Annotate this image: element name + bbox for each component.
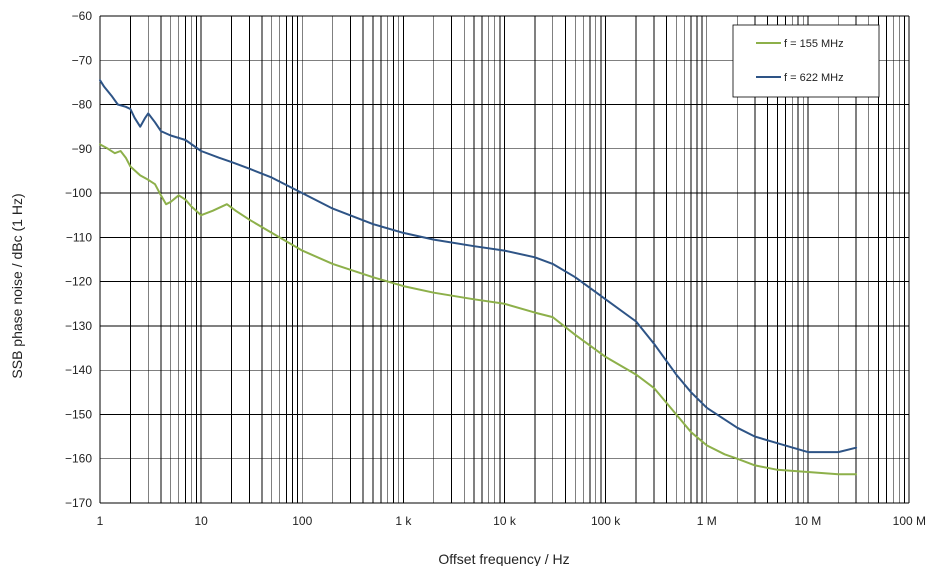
grid — [99, 15, 910, 504]
series-line-1 — [99, 79, 858, 454]
legend-label-155mhz: f = 155 MHz — [784, 38, 844, 50]
x-tick-label: 1 M — [697, 514, 717, 528]
series-line-0 — [99, 143, 858, 476]
x-axis-label: Offset frequency / Hz — [438, 551, 569, 566]
x-tick-label: 10 — [194, 514, 208, 528]
y-tick-label: −70 — [72, 53, 93, 67]
x-tick-label: 10 k — [493, 514, 517, 528]
x-tick-labels: 1 10 100 1 k 10 k 100 k 1 M 10 M 100 M — [97, 514, 926, 528]
x-tick-label: 1 k — [395, 514, 412, 528]
x-tick-label: 100 — [292, 514, 312, 528]
y-tick-label: −130 — [65, 319, 92, 333]
y-tick-label: −80 — [72, 98, 93, 112]
y-tick-labels: −60 −70 −80 −90 −100 −110 −120 −130 −140 −150 −160… — [65, 9, 92, 510]
y-tick-label: −120 — [65, 275, 92, 289]
legend-box — [732, 24, 880, 98]
y-tick-label: −100 — [65, 186, 92, 200]
y-axis-label: SSB phase noise / dBc (1 Hz) — [9, 193, 25, 378]
x-tick-label: 100 k — [591, 514, 621, 528]
x-tick-label: 100 M — [893, 514, 926, 528]
y-tick-label: −140 — [65, 363, 92, 377]
y-tick-label: −160 — [65, 452, 92, 466]
series-group — [99, 79, 858, 476]
y-tick-label: −90 — [72, 142, 93, 156]
y-tick-label: −150 — [65, 407, 92, 421]
y-tick-label: −110 — [66, 230, 92, 244]
y-tick-label: −60 — [72, 9, 93, 23]
legend: f = 155 MHz f = 622 MHz — [732, 24, 880, 98]
y-tick-label: −170 — [65, 496, 92, 510]
x-tick-label: 1 — [97, 514, 104, 528]
legend-label-622mhz: f = 622 MHz — [784, 72, 844, 84]
x-tick-label: 10 M — [795, 514, 822, 528]
